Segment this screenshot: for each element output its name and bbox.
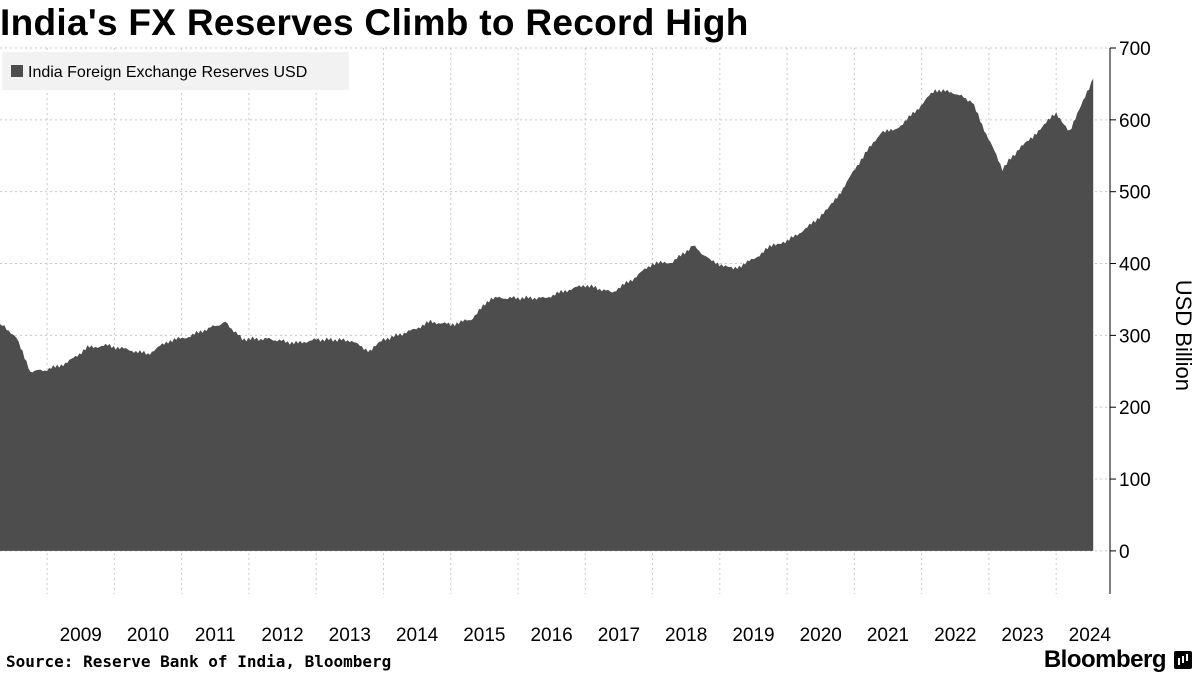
y-tick-label-500: 500 bbox=[1119, 183, 1151, 204]
y-tick-label-200: 200 bbox=[1119, 398, 1151, 419]
x-tick-label-2014: 2014 bbox=[396, 625, 439, 646]
legend-entry: India Foreign Exchange Reserves USD bbox=[28, 64, 307, 81]
y-axis-label: USD Billion bbox=[1171, 280, 1196, 391]
y-tick-label-400: 400 bbox=[1119, 255, 1151, 276]
x-tick-label-2013: 2013 bbox=[329, 625, 371, 646]
y-tick-label-700: 700 bbox=[1119, 39, 1151, 60]
y-tick-label-0: 0 bbox=[1119, 542, 1130, 563]
bloomberg-logo: Bloomberg bbox=[1043, 646, 1167, 673]
x-tick-label-2010: 2010 bbox=[127, 625, 169, 646]
x-tick-label-2021: 2021 bbox=[867, 625, 909, 646]
y-axis-ticks: 0 100 200 300 400 500 600 700 bbox=[1110, 39, 1151, 563]
source-note: Source: Reserve Bank of India, Bloomberg bbox=[6, 652, 392, 671]
legend-box bbox=[2, 52, 349, 90]
x-axis-ticks: 2009 2010 2011 2012 2013 2014 2015 2016 2017 2018… bbox=[60, 625, 1112, 646]
x-tick-label-2018: 2018 bbox=[665, 625, 707, 646]
chart-title: India's FX Reserves Climb to Record High bbox=[0, 2, 749, 43]
x-tick-label-2009: 2009 bbox=[60, 625, 102, 646]
legend: India Foreign Exchange Reserves USD bbox=[2, 52, 349, 90]
reserves-area-series bbox=[0, 78, 1094, 551]
x-tick-label-2016: 2016 bbox=[530, 625, 572, 646]
x-tick-label-2017: 2017 bbox=[598, 625, 640, 646]
x-tick-label-2012: 2012 bbox=[261, 625, 303, 646]
x-tick-label-2022: 2022 bbox=[934, 625, 976, 646]
x-tick-label-2015: 2015 bbox=[463, 625, 505, 646]
y-tick-label-600: 600 bbox=[1119, 111, 1151, 132]
x-tick-label-2023: 2023 bbox=[1001, 625, 1043, 646]
x-tick-label-2011: 2011 bbox=[195, 625, 236, 646]
x-tick-label-2020: 2020 bbox=[800, 625, 842, 646]
y-tick-label-300: 300 bbox=[1119, 326, 1151, 347]
x-tick-label-2019: 2019 bbox=[732, 625, 774, 646]
legend-swatch bbox=[11, 65, 23, 77]
terminal-icon bbox=[1174, 651, 1192, 669]
x-tick-label-2024: 2024 bbox=[1069, 625, 1112, 646]
y-tick-label-100: 100 bbox=[1119, 470, 1151, 491]
